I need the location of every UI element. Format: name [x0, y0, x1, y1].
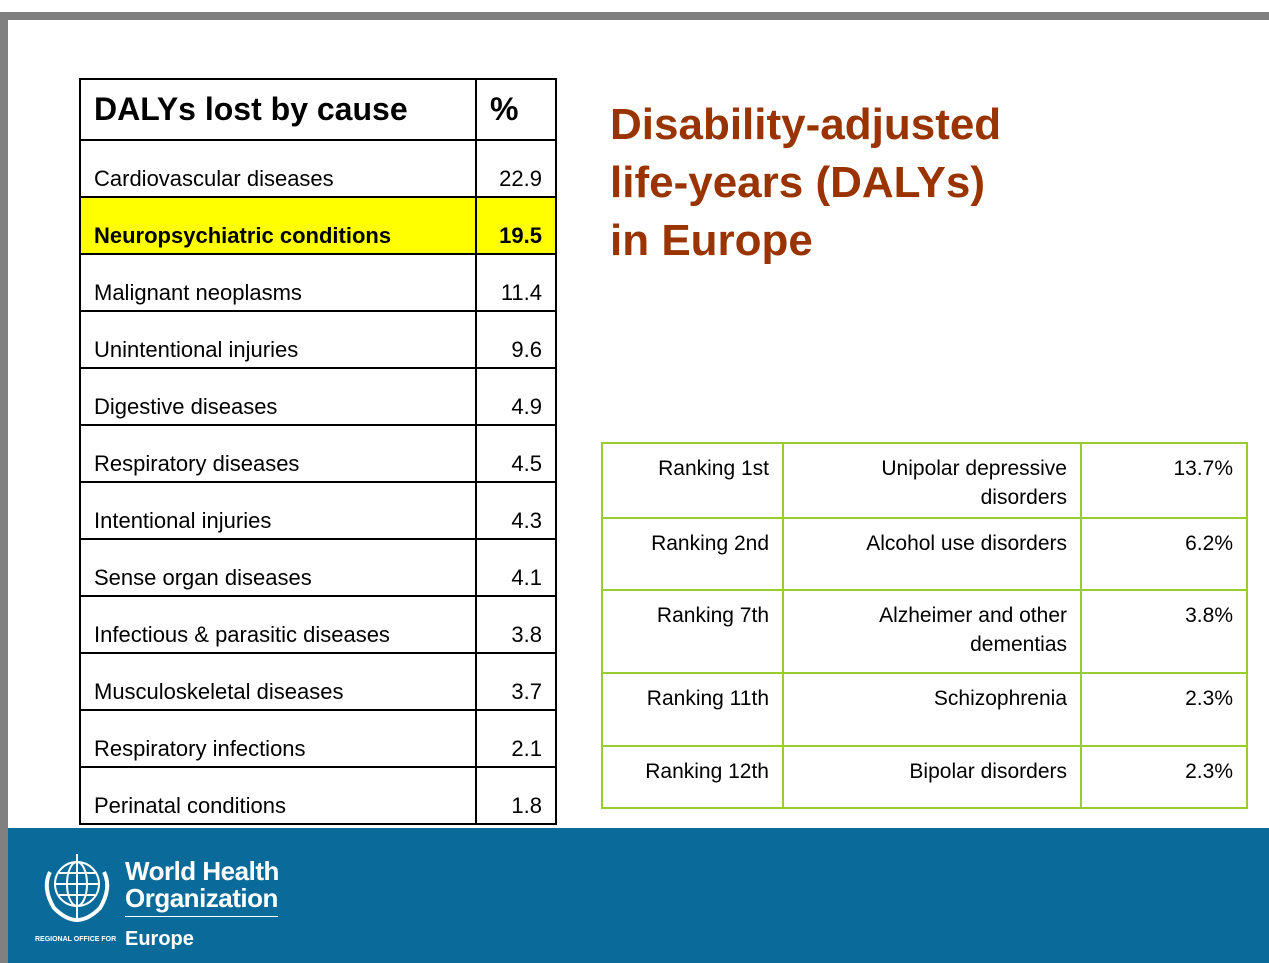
table-row: Unintentional injuries 9.6	[79, 310, 557, 369]
ranking-cell: Unipolar depressive disorders	[782, 442, 1082, 519]
table-row: Respiratory diseases 4.5	[79, 424, 557, 483]
table-cell: Intentional injuries	[79, 481, 477, 540]
slide-title: Disability-adjusted life-years (DALYs) in …	[610, 96, 1001, 270]
ranking-cell: 2.3%	[1080, 672, 1248, 747]
frame	[0, 12, 1269, 20]
header-cell: %	[475, 78, 557, 141]
ranking-cell: 2.3%	[1080, 745, 1248, 809]
ranking-cell: 13.7%	[1080, 442, 1248, 519]
ranking-cell: Ranking 12th	[601, 745, 784, 809]
ranking-cell: Ranking 7th	[601, 589, 784, 674]
ranking-row: Ranking 12th Bipolar disorders 2.3%	[601, 745, 1248, 809]
logo-text: World Health Organization	[125, 858, 279, 912]
ranking-cell: 3.8%	[1080, 589, 1248, 674]
table-cell: Unintentional injuries	[79, 310, 477, 369]
table-row: Malignant neoplasms 11.4	[79, 253, 557, 312]
ranking-row: Ranking 11th Schizophrenia 2.3%	[601, 672, 1248, 747]
title-line: in Europe	[610, 216, 813, 265]
table-row: Cardiovascular diseases 22.9	[79, 139, 557, 198]
header-cell: DALYs lost by cause	[79, 78, 477, 141]
table-cell: 4.3	[475, 481, 557, 540]
ranking-cell: Bipolar disorders	[782, 745, 1082, 809]
frame	[0, 12, 8, 963]
table-cell: 3.8	[475, 595, 557, 654]
ranking-cell: Schizophrenia	[782, 672, 1082, 747]
table-row: Sense organ diseases 4.1	[79, 538, 557, 597]
table-row: Intentional injuries 4.3	[79, 481, 557, 540]
table-row: Infectious & parasitic diseases 3.8	[79, 595, 557, 654]
table-cell: Infectious & parasitic diseases	[79, 595, 477, 654]
who-emblem	[44, 854, 110, 923]
table-cell: Malignant neoplasms	[79, 253, 477, 312]
table-cell: 11.4	[475, 253, 557, 312]
footer-band	[8, 828, 1269, 963]
table-row: Neuropsychiatric conditions 19.5	[79, 196, 557, 255]
logo-line: World Health	[125, 856, 279, 886]
region-label: Europe	[125, 928, 194, 950]
table-cell: Musculoskeletal diseases	[79, 652, 477, 711]
ranking-cell: Alzheimer and other dementias	[782, 589, 1082, 674]
table-cell: Perinatal conditions	[79, 766, 477, 825]
ranking-cell: Ranking 2nd	[601, 517, 784, 591]
table-cell: 4.9	[475, 367, 557, 426]
table-cell: Digestive diseases	[79, 367, 477, 426]
title-line: life-years (DALYs)	[610, 158, 985, 207]
table-cell: Sense organ diseases	[79, 538, 477, 597]
table-row: Musculoskeletal diseases 3.7	[79, 652, 557, 711]
table-cell: Respiratory infections	[79, 709, 477, 768]
ranking-row: Ranking 2nd Alcohol use disorders 6.2%	[601, 517, 1248, 591]
logo-rule	[125, 916, 278, 917]
ranking-table: Ranking 1st Unipolar depressive disorders…	[601, 442, 1248, 809]
table-row: Perinatal conditions 1.8	[79, 766, 557, 825]
ranking-cell: Ranking 11th	[601, 672, 784, 747]
table-cell: Respiratory diseases	[79, 424, 477, 483]
table-cell: 1.8	[475, 766, 557, 825]
table-cell: Cardiovascular diseases	[79, 139, 477, 198]
table-row: Respiratory infections 2.1	[79, 709, 557, 768]
table-cell: 22.9	[475, 139, 557, 198]
ranking-row: Ranking 1st Unipolar depressive disorders…	[601, 442, 1248, 519]
ranking-row: Ranking 7th Alzheimer and other dementias…	[601, 589, 1248, 674]
dalys-table: DALYs lost by cause% Cardiovascular disea…	[79, 78, 557, 825]
table-cell: 4.1	[475, 538, 557, 597]
table-cell: Neuropsychiatric conditions	[79, 196, 477, 255]
title-line: Disability-adjusted	[610, 100, 1002, 149]
header-row: DALYs lost by cause%	[79, 78, 557, 141]
ranking-cell: Alcohol use disorders	[782, 517, 1082, 591]
table-cell: 9.6	[475, 310, 557, 369]
table-cell: 4.5	[475, 424, 557, 483]
table-row: Digestive diseases 4.9	[79, 367, 557, 426]
table-cell: 19.5	[475, 196, 557, 255]
table-cell: 3.7	[475, 652, 557, 711]
logo-line: Organization	[125, 883, 278, 913]
office-label: REGIONAL OFFICE FOR	[35, 936, 117, 943]
ranking-cell: Ranking 1st	[601, 442, 784, 519]
ranking-cell: 6.2%	[1080, 517, 1248, 591]
table-cell: 2.1	[475, 709, 557, 768]
